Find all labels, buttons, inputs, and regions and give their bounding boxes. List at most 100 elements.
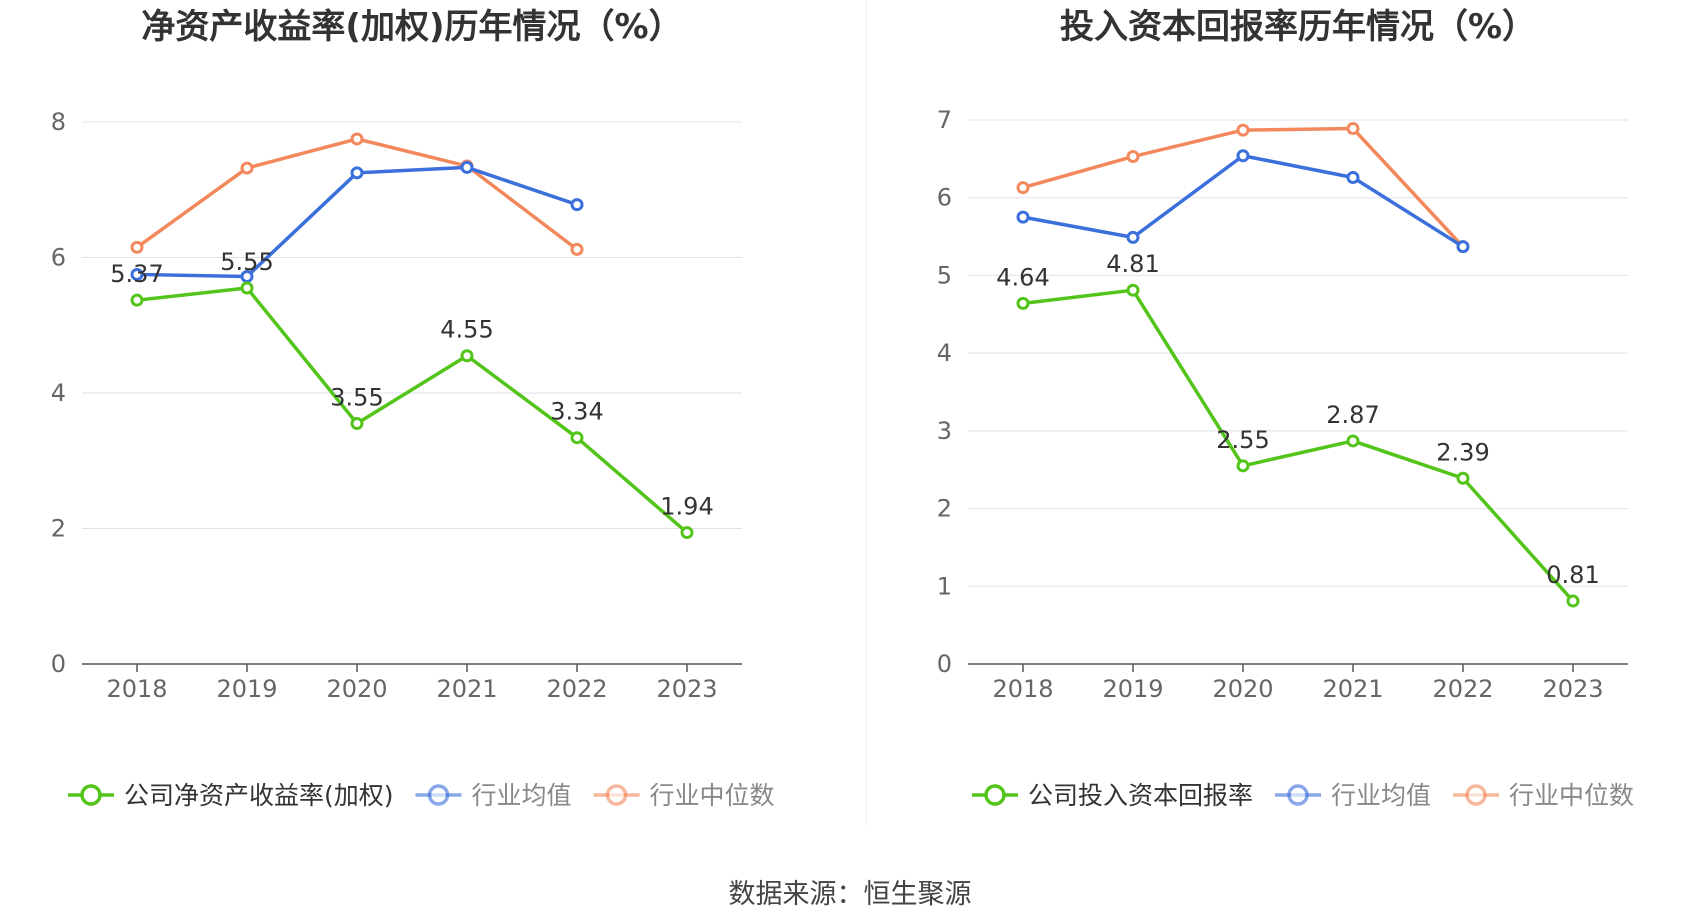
data-point [1236, 149, 1250, 163]
x-tick-label: 2019 [1102, 675, 1163, 703]
legend-item-3: 行业中位数 [1453, 781, 1634, 810]
series-2 [1016, 149, 1470, 254]
data-point [350, 416, 364, 430]
series-1 [130, 281, 694, 540]
series-line [136, 286, 689, 534]
data-point [130, 267, 144, 281]
x-tick-label: 2020 [1212, 675, 1273, 703]
series-2 [130, 160, 584, 283]
y-tick-label: 8 [51, 108, 66, 136]
data-point [1346, 171, 1360, 185]
data-point [1126, 150, 1140, 164]
series-line [136, 165, 578, 279]
data-source-footer: 数据来源：恒生聚源 [728, 879, 972, 910]
legend-label: 行业中位数 [650, 781, 775, 810]
legend-marker [984, 784, 1006, 806]
legend-item-1: 公司投入资本回报率 [972, 781, 1253, 810]
data-label: 2.39 [1436, 438, 1489, 466]
legend-label: 公司投入资本回报率 [1028, 781, 1253, 810]
data-label: 5.37 [110, 260, 163, 288]
y-tick-label: 0 [51, 650, 66, 678]
data-point [680, 526, 694, 540]
data-point [1346, 434, 1360, 448]
data-point [1016, 181, 1030, 195]
y-tick-label: 0 [937, 650, 952, 678]
legend-label: 公司净资产收益率(加权) [124, 781, 394, 810]
legend-marker [1465, 784, 1487, 806]
data-point [350, 166, 364, 180]
data-point [1566, 594, 1580, 608]
data-label: 1.94 [660, 493, 713, 521]
series-line [1022, 288, 1575, 603]
data-point [570, 242, 584, 256]
chart-panel-1: 净资产收益率(加权)历年情况（%） 0 2 4 6 8 2018 2019 2020 2021 20… [51, 7, 775, 810]
x-tick-label: 2022 [1432, 675, 1493, 703]
y-tick-label: 6 [51, 244, 66, 272]
y-tick-label: 2 [51, 515, 66, 543]
series-line [135, 137, 579, 251]
series-3 [1016, 122, 1470, 254]
x-tick-label: 2018 [106, 675, 167, 703]
y-tick-label: 3 [937, 417, 952, 445]
legend-marker [1287, 784, 1309, 806]
data-label: 4.55 [440, 316, 493, 344]
legend-marker [605, 784, 628, 806]
data-label: 5.55 [220, 248, 273, 276]
data-point [460, 349, 474, 363]
data-label: 3.55 [330, 383, 383, 411]
data-label: 4.81 [1106, 250, 1159, 278]
data-point [570, 198, 584, 212]
series-1 [1016, 283, 1580, 608]
data-point [1346, 122, 1360, 136]
x-tick-label: 2021 [436, 675, 497, 703]
y-tick-label: 4 [937, 339, 952, 367]
y-tick-label: 6 [937, 184, 952, 212]
data-label: 3.34 [550, 398, 603, 426]
y-tick-label: 1 [937, 572, 952, 600]
legend-label: 行业均值 [1331, 781, 1431, 810]
y-tick-label: 2 [937, 495, 952, 523]
x-tick-label: 2020 [326, 675, 387, 703]
legend-marker [80, 784, 102, 806]
chart-title: 投入资本回报率历年情况（%） [1060, 7, 1536, 47]
legend-item-2: 行业均值 [1275, 781, 1431, 810]
x-tick-label: 2019 [216, 675, 277, 703]
data-point [350, 132, 364, 146]
legend-item-1: 公司净资产收益率(加权) [68, 781, 394, 810]
x-tick-label: 2023 [656, 675, 717, 703]
data-label: 2.55 [1216, 426, 1269, 454]
data-label: 2.87 [1326, 401, 1379, 429]
legend-marker [427, 784, 450, 806]
data-point [1236, 459, 1250, 473]
x-tick-label: 2022 [546, 675, 607, 703]
panel-divider [866, 0, 867, 826]
legend-item-2: 行业均值 [415, 781, 572, 810]
data-point [240, 281, 254, 295]
x-tick-label: 2023 [1542, 675, 1603, 703]
legend-item-3: 行业中位数 [593, 781, 775, 810]
y-tick-label: 5 [937, 261, 952, 289]
y-tick-label: 7 [937, 106, 952, 134]
data-point [1016, 296, 1030, 310]
data-point [570, 431, 584, 445]
data-point [1016, 210, 1030, 224]
chart-title: 净资产收益率(加权)历年情况（%） [141, 7, 682, 47]
x-tick-label: 2021 [1322, 675, 1383, 703]
data-point [240, 161, 254, 175]
data-label: 4.64 [996, 263, 1049, 291]
data-point [460, 160, 474, 174]
legend-label: 行业均值 [472, 781, 572, 810]
data-point [1456, 471, 1470, 485]
y-tick-label: 4 [51, 379, 66, 407]
data-point [130, 293, 144, 307]
data-point [1236, 123, 1250, 137]
data-point [1126, 283, 1140, 297]
chart-panel-2: 投入资本回报率历年情况（%） 0 1 2 3 4 5 6 7 2018 2019 2020 2021 20… [937, 7, 1634, 810]
data-point [1126, 230, 1140, 244]
data-label: 0.81 [1546, 561, 1599, 589]
x-tick-label: 2018 [992, 675, 1053, 703]
data-point [130, 240, 144, 254]
legend-label: 行业中位数 [1509, 781, 1634, 810]
data-point [1456, 240, 1470, 254]
